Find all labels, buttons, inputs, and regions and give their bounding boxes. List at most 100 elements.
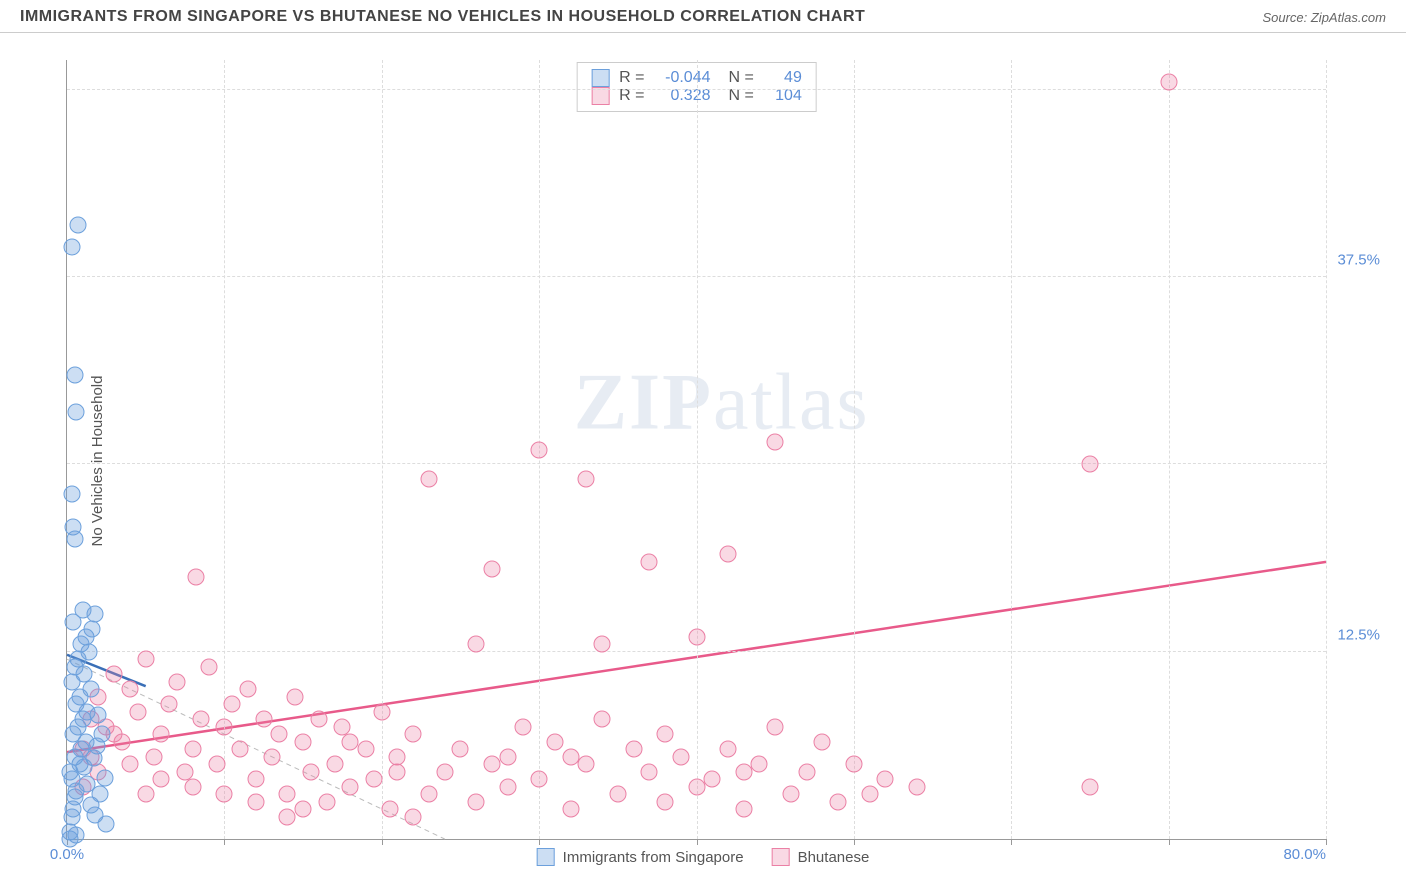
data-point-bhutanese <box>562 801 579 818</box>
data-point-bhutanese <box>326 756 343 773</box>
data-point-bhutanese <box>420 786 437 803</box>
chart-area: No Vehicles in Household ZIPatlas R = -0… <box>20 40 1386 882</box>
data-point-singapore <box>74 601 91 618</box>
data-point-bhutanese <box>255 711 272 728</box>
data-point-singapore <box>96 769 113 786</box>
data-point-bhutanese <box>224 696 241 713</box>
data-point-bhutanese <box>271 726 288 743</box>
data-point-singapore <box>90 706 107 723</box>
data-point-bhutanese <box>672 748 689 765</box>
data-point-bhutanese <box>239 681 256 698</box>
data-point-bhutanese <box>468 793 485 810</box>
data-point-bhutanese <box>782 786 799 803</box>
data-point-bhutanese <box>279 808 296 825</box>
data-point-singapore <box>98 816 115 833</box>
gridline-v <box>1326 60 1327 839</box>
data-point-bhutanese <box>279 786 296 803</box>
data-point-bhutanese <box>1160 74 1177 91</box>
data-point-singapore <box>65 519 82 536</box>
data-point-bhutanese <box>845 756 862 773</box>
data-point-bhutanese <box>483 756 500 773</box>
data-point-bhutanese <box>216 718 233 735</box>
data-point-bhutanese <box>184 741 201 758</box>
data-point-bhutanese <box>562 748 579 765</box>
xtick-mark <box>1326 839 1327 845</box>
data-point-bhutanese <box>405 726 422 743</box>
data-point-bhutanese <box>405 808 422 825</box>
data-point-bhutanese <box>767 434 784 451</box>
data-point-bhutanese <box>688 778 705 795</box>
data-point-bhutanese <box>137 651 154 668</box>
data-point-bhutanese <box>208 756 225 773</box>
xtick-mark <box>224 839 225 845</box>
data-point-bhutanese <box>247 793 264 810</box>
data-point-bhutanese <box>188 568 205 585</box>
data-point-bhutanese <box>436 763 453 780</box>
swatch-blue <box>591 69 609 87</box>
data-point-bhutanese <box>719 546 736 563</box>
legend-item-singapore: Immigrants from Singapore <box>537 848 744 866</box>
data-point-bhutanese <box>200 658 217 675</box>
data-point-bhutanese <box>578 756 595 773</box>
data-point-bhutanese <box>232 741 249 758</box>
data-point-bhutanese <box>877 771 894 788</box>
xtick-label: 0.0% <box>50 846 84 863</box>
data-point-bhutanese <box>641 763 658 780</box>
data-point-bhutanese <box>106 666 123 683</box>
source-link[interactable]: Source: ZipAtlas.com <box>1262 10 1386 25</box>
gridline-v <box>1169 60 1170 839</box>
data-point-bhutanese <box>216 786 233 803</box>
data-point-bhutanese <box>373 703 390 720</box>
data-point-bhutanese <box>342 733 359 750</box>
chart-title: IMMIGRANTS FROM SINGAPORE VS BHUTANESE N… <box>20 8 865 26</box>
data-point-bhutanese <box>594 711 611 728</box>
data-point-bhutanese <box>735 801 752 818</box>
ytick-label: 37.5% <box>1337 252 1380 269</box>
data-point-bhutanese <box>169 673 186 690</box>
data-point-bhutanese <box>161 696 178 713</box>
data-point-bhutanese <box>1081 456 1098 473</box>
swatch-blue-icon <box>537 848 555 866</box>
data-point-bhutanese <box>625 741 642 758</box>
data-point-singapore <box>84 621 101 638</box>
data-point-bhutanese <box>657 726 674 743</box>
data-point-bhutanese <box>263 748 280 765</box>
data-point-bhutanese <box>767 718 784 735</box>
gridline-v <box>1011 60 1012 839</box>
data-point-bhutanese <box>389 763 406 780</box>
data-point-bhutanese <box>302 763 319 780</box>
data-point-singapore <box>68 404 85 421</box>
data-point-bhutanese <box>247 771 264 788</box>
data-point-bhutanese <box>295 733 312 750</box>
data-point-bhutanese <box>121 681 138 698</box>
data-point-bhutanese <box>318 793 335 810</box>
data-point-bhutanese <box>468 636 485 653</box>
watermark: ZIPatlas <box>574 357 870 448</box>
data-point-bhutanese <box>145 748 162 765</box>
data-point-bhutanese <box>704 771 721 788</box>
data-point-bhutanese <box>578 471 595 488</box>
data-point-bhutanese <box>287 688 304 705</box>
data-point-bhutanese <box>515 718 532 735</box>
series-legend: Immigrants from Singapore Bhutanese <box>537 848 870 866</box>
xtick-mark <box>539 839 540 845</box>
gridline-v <box>697 60 698 839</box>
data-point-bhutanese <box>129 703 146 720</box>
data-point-bhutanese <box>452 741 469 758</box>
data-point-bhutanese <box>499 778 516 795</box>
xtick-mark <box>382 839 383 845</box>
data-point-singapore <box>76 759 93 776</box>
data-point-singapore <box>66 366 83 383</box>
data-point-singapore <box>82 681 99 698</box>
data-point-bhutanese <box>295 801 312 818</box>
data-point-bhutanese <box>365 771 382 788</box>
data-point-bhutanese <box>735 763 752 780</box>
swatch-pink-icon <box>772 848 790 866</box>
data-point-bhutanese <box>830 793 847 810</box>
xtick-mark <box>854 839 855 845</box>
data-point-bhutanese <box>499 748 516 765</box>
xtick-mark <box>697 839 698 845</box>
data-point-bhutanese <box>381 801 398 818</box>
data-point-singapore <box>68 826 85 843</box>
data-point-bhutanese <box>609 786 626 803</box>
